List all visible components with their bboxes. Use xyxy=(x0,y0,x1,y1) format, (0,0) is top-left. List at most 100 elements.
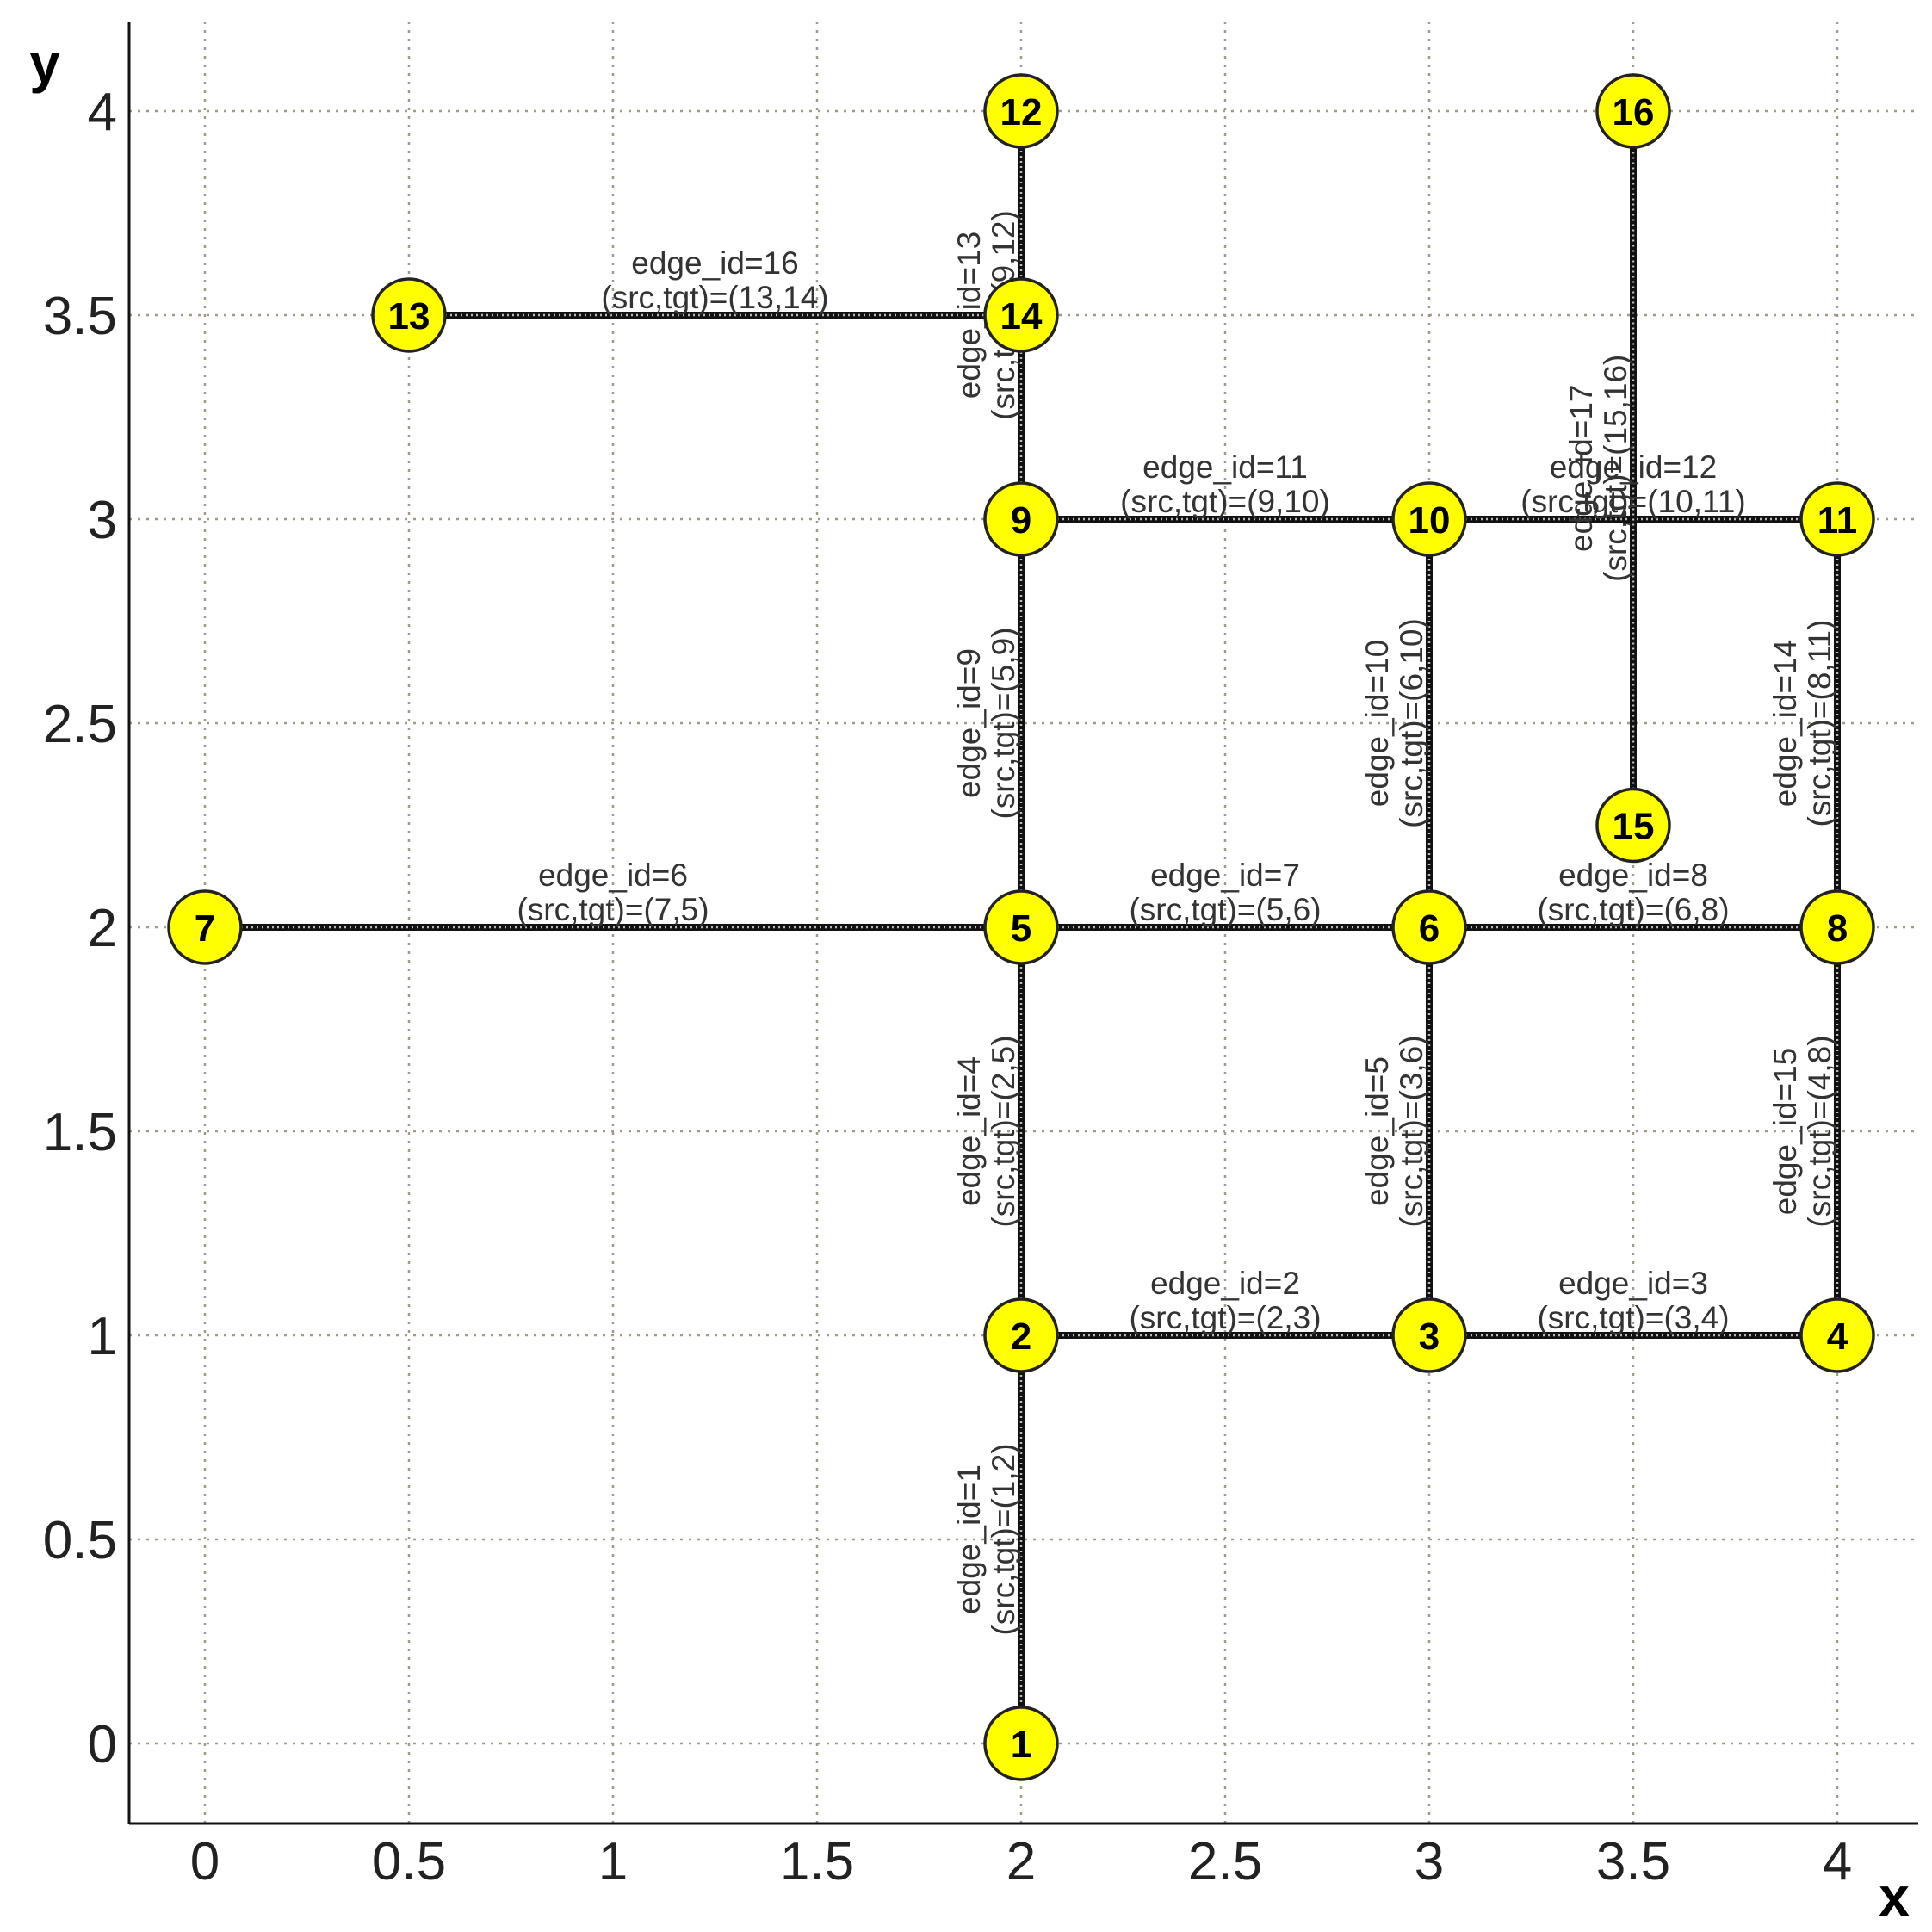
y-tick-label: 0.5 xyxy=(43,1511,117,1570)
graph-node: 4 xyxy=(1799,1297,1875,1373)
x-tick-label: 0 xyxy=(190,1832,220,1892)
node-circle xyxy=(1391,481,1467,557)
node-circle xyxy=(1799,1297,1875,1373)
y-tick-label: 0 xyxy=(88,1715,117,1774)
graph-node: 13 xyxy=(371,277,447,353)
edge-src-tgt-label: (src,tgt)=(4,8) xyxy=(1802,1035,1837,1227)
graph-node: 9 xyxy=(983,481,1059,557)
edge-id-label: edge_id=15 xyxy=(1768,1048,1803,1215)
tick-labels: 0 0.5 1 1.5 2 2.5 3 3.5 4 0 0.5 1 1.5 2 2.5 3 3.5 4 xyxy=(43,83,1852,1892)
edge-src-tgt-label: (src,tgt)=(6,10) xyxy=(1394,618,1429,828)
node-circle xyxy=(1391,889,1467,965)
graph-node: 11 xyxy=(1799,481,1875,557)
node-label: 8 xyxy=(1827,907,1848,950)
edge-labels: edge_id=1 (src,tgt)=(1,2)edge_id=2(src,tg… xyxy=(517,210,1837,1635)
node-circle xyxy=(983,1297,1059,1373)
graph-node: 7 xyxy=(167,889,243,965)
node-label: 1 xyxy=(1011,1724,1031,1766)
node-circle xyxy=(1595,73,1671,149)
node-label: 13 xyxy=(388,295,430,337)
x-tick-label: 4 xyxy=(1823,1832,1852,1892)
edge-src-tgt-label: (src,tgt)=(10,11) xyxy=(1520,484,1745,519)
edge-id-label: edge_id=7 xyxy=(1150,858,1300,893)
y-tick-label: 1.5 xyxy=(43,1103,117,1162)
edge-label: edge_id=17 (src,tgt)=(15,16) xyxy=(1564,355,1633,582)
edge-label: edge_id=14 (src,tgt)=(8,11) xyxy=(1768,620,1837,827)
edge-id-label: edge_id=10 xyxy=(1359,640,1395,807)
edge-label: edge_id=2(src,tgt)=(2,3) xyxy=(1129,1266,1321,1335)
y-axis-title: y xyxy=(29,32,60,94)
edge-label: edge_id=8(src,tgt)=(6,8) xyxy=(1537,858,1729,927)
edge-src-tgt-label: (src,tgt)=(3,4) xyxy=(1537,1300,1729,1335)
edge-label: edge_id=4 (src,tgt)=(2,5) xyxy=(951,1035,1021,1227)
node-label: 6 xyxy=(1419,907,1440,950)
node-label: 12 xyxy=(1000,91,1043,133)
graph-node: 15 xyxy=(1595,787,1671,864)
y-tick-label: 3.5 xyxy=(43,287,117,346)
node-label: 4 xyxy=(1827,1316,1848,1358)
edge-src-tgt-label: (src,tgt)=(15,16) xyxy=(1598,355,1633,582)
node-circle xyxy=(1391,1297,1467,1373)
edge-label: edge_id=1 (src,tgt)=(1,2) xyxy=(951,1443,1021,1635)
node-circle xyxy=(983,277,1059,353)
edge-id-label: edge_id=11 xyxy=(1142,449,1308,485)
y-tick-label: 3 xyxy=(88,491,117,550)
node-circle xyxy=(1799,481,1875,557)
node-label: 11 xyxy=(1817,499,1858,542)
y-tick-label: 4 xyxy=(88,83,117,142)
edge-label: edge_id=5 (src,tgt)=(3,6) xyxy=(1359,1035,1429,1227)
node-circle xyxy=(983,889,1059,965)
edge-id-label: edge_id=17 xyxy=(1564,385,1599,552)
graph-node: 1 xyxy=(983,1706,1059,1781)
node-circle xyxy=(1799,889,1875,965)
node-label: 14 xyxy=(1000,295,1043,337)
node-label: 5 xyxy=(1011,907,1031,950)
node-circle xyxy=(983,481,1059,557)
edge-src-tgt-label: (src,tgt)=(5,6) xyxy=(1129,892,1321,927)
edge-src-tgt-label: (src,tgt)=(2,3) xyxy=(1129,1300,1321,1335)
edge-src-tgt-label: (src,tgt)=(13,14) xyxy=(601,280,828,315)
edges xyxy=(205,111,1841,1743)
x-tick-label: 2 xyxy=(1006,1832,1036,1892)
edge-label: edge_id=16(src,tgt)=(13,14) xyxy=(601,245,828,315)
node-label: 15 xyxy=(1613,806,1655,848)
edge-label: edge_id=3(src,tgt)=(3,4) xyxy=(1537,1266,1729,1335)
node-circle xyxy=(983,73,1059,149)
edge-src-tgt-label: (src,tgt)=(3,6) xyxy=(1394,1035,1429,1227)
edge-src-tgt-label: (src,tgt)=(9,10) xyxy=(1120,484,1330,519)
edge-id-label: edge_id=8 xyxy=(1558,858,1708,893)
edge-id-label: edge_id=2 xyxy=(1150,1266,1300,1301)
node-label: 10 xyxy=(1409,499,1451,542)
edge-id-label: edge_id=13 xyxy=(951,232,987,399)
x-tick-label: 0.5 xyxy=(372,1832,446,1892)
edge-src-tgt-label: (src,tgt)=(5,9) xyxy=(986,627,1021,819)
edge-src-tgt-label: (src,tgt)=(2,5) xyxy=(986,1035,1021,1227)
node-label: 2 xyxy=(1011,1316,1031,1358)
edge-id-label: edge_id=3 xyxy=(1558,1266,1708,1301)
edge-src-tgt-label: (src,tgt)=(8,11) xyxy=(1802,620,1837,827)
edge-label: edge_id=12(src,tgt)=(10,11) xyxy=(1520,449,1745,519)
edge-label: edge_id=6(src,tgt)=(7,5) xyxy=(517,858,709,927)
x-tick-label: 1 xyxy=(598,1832,628,1892)
x-tick-label: 2.5 xyxy=(1188,1832,1262,1892)
node-circle xyxy=(371,277,447,353)
y-tick-label: 2 xyxy=(88,899,117,958)
graph-node: 6 xyxy=(1391,889,1467,965)
edge-label: edge_id=7(src,tgt)=(5,6) xyxy=(1129,858,1321,927)
edge-id-label: edge_id=12 xyxy=(1550,449,1717,485)
edge-label: edge_id=11(src,tgt)=(9,10) xyxy=(1120,449,1330,519)
x-tick-label: 1.5 xyxy=(780,1832,854,1892)
edge-src-tgt-label: (src,tgt)=(1,2) xyxy=(986,1443,1021,1635)
edge-label: edge_id=15 (src,tgt)=(4,8) xyxy=(1768,1035,1837,1227)
y-tick-label: 1 xyxy=(88,1307,117,1366)
edge-src-tgt-label: (src,tgt)=(6,8) xyxy=(1537,892,1729,927)
y-tick-label: 2.5 xyxy=(43,695,117,754)
edge-id-label: edge_id=6 xyxy=(538,858,688,893)
axes: y x xyxy=(29,22,1918,1928)
x-tick-label: 3.5 xyxy=(1596,1832,1670,1892)
edge-id-label: edge_id=14 xyxy=(1768,640,1803,807)
node-circle xyxy=(983,1706,1059,1781)
edge-label: edge_id=9 (src,tgt)=(5,9) xyxy=(951,627,1021,819)
